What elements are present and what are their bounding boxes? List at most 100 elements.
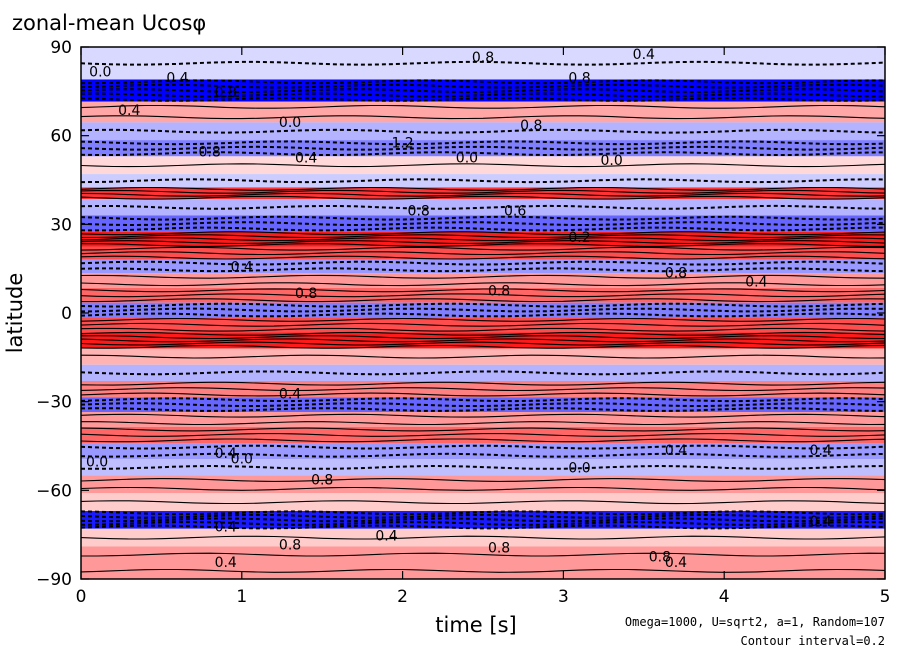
contour-line: [81, 478, 885, 482]
contour-line: [81, 444, 885, 450]
contour-line: [81, 104, 885, 109]
y-axis-label: latitude: [3, 273, 27, 354]
contour-line: [81, 552, 885, 557]
band-16: [81, 259, 885, 274]
contour-line: [81, 234, 885, 239]
band--82: [81, 546, 885, 579]
contour-line: [81, 427, 885, 432]
contour-label: 0.8: [472, 50, 494, 66]
contour-line: [81, 344, 885, 349]
contour-label: 0.0: [568, 461, 590, 477]
contour-line: [81, 163, 885, 168]
contour-line: [81, 397, 885, 403]
contour-line: [81, 246, 885, 251]
x-tick-label: 5: [880, 587, 891, 607]
contour-line: [81, 331, 885, 336]
contour-line: [81, 240, 885, 245]
x-axis-ticks: 0 1 2 3 4 5: [76, 47, 891, 607]
contour-line: [81, 524, 885, 530]
contour-line: [81, 237, 885, 242]
contour-line: [81, 178, 885, 184]
shaded-bands: [81, 47, 885, 579]
contour-line: [81, 370, 885, 376]
contour-label: 0.4: [118, 103, 140, 119]
x-tick-label: 0: [76, 587, 87, 607]
contour-label: 0.8: [215, 85, 237, 101]
contour-label: 0.4: [665, 555, 687, 571]
contour-line: [81, 243, 885, 247]
y-tick-label: −30: [36, 393, 72, 413]
y-tick-label: −90: [36, 570, 72, 590]
y-tick-label: 60: [50, 127, 72, 147]
contour-label: 0.8: [649, 549, 671, 565]
contour-line: [81, 288, 885, 293]
band--20: [81, 364, 885, 381]
contour-label: 1.2: [391, 135, 413, 151]
contour-label: 0.0: [279, 115, 301, 131]
contour-label: 0.8: [408, 203, 430, 219]
contour-line: [81, 535, 885, 540]
contour-line: [81, 421, 885, 426]
contour-line: [81, 452, 885, 458]
contour-line: [81, 274, 885, 279]
y-tick-label: 30: [50, 215, 72, 235]
contour-line: [81, 341, 885, 346]
contour-line: [81, 255, 885, 260]
contour-label: 0.8: [295, 286, 317, 302]
contour-line: [81, 354, 885, 359]
contour-line: [81, 517, 885, 523]
contour-label: 0.4: [745, 274, 767, 290]
contour-label: 0.4: [375, 529, 397, 545]
contour-line: [81, 293, 885, 298]
contour-label: 0.4: [810, 514, 832, 530]
contour-label: 0.0: [601, 153, 623, 169]
contour-line: [81, 510, 885, 516]
band--76: [81, 528, 885, 547]
contour-line: [81, 79, 885, 85]
contour-line: [81, 267, 885, 273]
contour-line: [81, 513, 885, 519]
contour-label: 0.8: [665, 266, 687, 282]
contour-label: 0.4: [215, 555, 237, 571]
contour-label: 0.4: [810, 443, 832, 459]
contour-line: [81, 387, 885, 392]
x-tick-label: 1: [236, 587, 247, 607]
contour-label: 0.4: [279, 387, 301, 403]
contour-line: [81, 140, 885, 146]
run-parameters-note: Omega=1000, U=sqrt2, a=1, Random=107: [625, 615, 885, 629]
contour-line: [81, 128, 885, 134]
y-axis-ticks: 90 60 30 0 −30 −60 −90: [36, 38, 885, 590]
contour-label: 0.0: [456, 150, 478, 166]
contour-line: [81, 192, 885, 197]
contour-line: [81, 464, 885, 470]
contour-line: [81, 486, 885, 491]
contour-line: [81, 60, 885, 66]
x-tick-label: 3: [558, 587, 569, 607]
contour-line: [81, 432, 885, 437]
contour-label: 0.8: [520, 118, 542, 134]
y-tick-label: −60: [36, 481, 72, 501]
contour-line: [81, 83, 885, 89]
contour-line: [81, 338, 885, 343]
contour-line: [81, 195, 885, 200]
contour-line: [81, 221, 885, 227]
contour-label: 0.6: [504, 203, 526, 219]
contour-line: [81, 568, 885, 573]
contour-line: [81, 302, 885, 308]
contour-label: 0.4: [633, 47, 655, 63]
contour-line: [81, 335, 885, 340]
contour-line: [81, 317, 885, 322]
contour-lines: [81, 60, 885, 573]
contour-label: 0.4: [295, 150, 317, 166]
contour-line: [81, 226, 885, 232]
contour-line: [81, 215, 885, 221]
x-tick-label: 4: [719, 587, 730, 607]
contour-line: [81, 500, 885, 505]
contour-line: [81, 231, 885, 236]
contour-line: [81, 189, 885, 194]
contour-label: 0.8: [199, 144, 221, 160]
contour-line: [81, 282, 885, 287]
contour-line: [81, 438, 885, 443]
y-tick-label: 0: [61, 304, 72, 324]
band--26: [81, 380, 885, 398]
